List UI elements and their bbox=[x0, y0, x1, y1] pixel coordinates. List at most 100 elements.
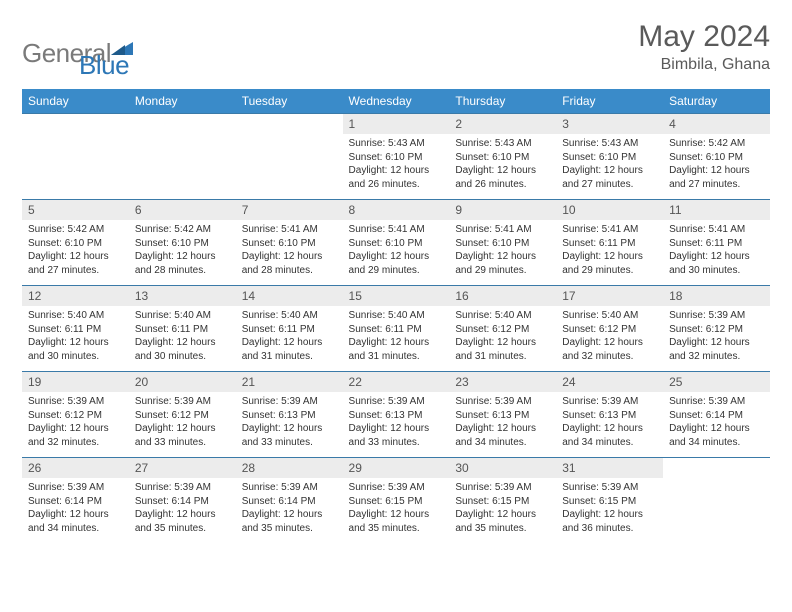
day-number: 31 bbox=[556, 458, 663, 478]
day-details: Sunrise: 5:39 AMSunset: 6:15 PMDaylight:… bbox=[556, 478, 663, 539]
day-details: Sunrise: 5:39 AMSunset: 6:13 PMDaylight:… bbox=[236, 392, 343, 453]
calendar-empty-cell bbox=[129, 114, 236, 200]
day-details: Sunrise: 5:41 AMSunset: 6:11 PMDaylight:… bbox=[556, 220, 663, 281]
calendar-day-cell: 31Sunrise: 5:39 AMSunset: 6:15 PMDayligh… bbox=[556, 458, 663, 544]
day-number: 14 bbox=[236, 286, 343, 306]
weekday-header: Sunday bbox=[22, 89, 129, 114]
day-details: Sunrise: 5:39 AMSunset: 6:15 PMDaylight:… bbox=[343, 478, 450, 539]
day-details: Sunrise: 5:39 AMSunset: 6:15 PMDaylight:… bbox=[449, 478, 556, 539]
calendar-day-cell: 11Sunrise: 5:41 AMSunset: 6:11 PMDayligh… bbox=[663, 200, 770, 286]
day-number: 26 bbox=[22, 458, 129, 478]
day-number: 9 bbox=[449, 200, 556, 220]
day-details: Sunrise: 5:40 AMSunset: 6:11 PMDaylight:… bbox=[236, 306, 343, 367]
calendar-week-row: 12Sunrise: 5:40 AMSunset: 6:11 PMDayligh… bbox=[22, 286, 770, 372]
day-number: 19 bbox=[22, 372, 129, 392]
calendar-week-row: 5Sunrise: 5:42 AMSunset: 6:10 PMDaylight… bbox=[22, 200, 770, 286]
weekday-header: Tuesday bbox=[236, 89, 343, 114]
calendar-day-cell: 26Sunrise: 5:39 AMSunset: 6:14 PMDayligh… bbox=[22, 458, 129, 544]
calendar-day-cell: 22Sunrise: 5:39 AMSunset: 6:13 PMDayligh… bbox=[343, 372, 450, 458]
calendar-week-row: 19Sunrise: 5:39 AMSunset: 6:12 PMDayligh… bbox=[22, 372, 770, 458]
calendar-day-cell: 10Sunrise: 5:41 AMSunset: 6:11 PMDayligh… bbox=[556, 200, 663, 286]
calendar-day-cell: 6Sunrise: 5:42 AMSunset: 6:10 PMDaylight… bbox=[129, 200, 236, 286]
calendar-day-cell: 12Sunrise: 5:40 AMSunset: 6:11 PMDayligh… bbox=[22, 286, 129, 372]
day-details: Sunrise: 5:42 AMSunset: 6:10 PMDaylight:… bbox=[663, 134, 770, 195]
day-number: 21 bbox=[236, 372, 343, 392]
day-details: Sunrise: 5:40 AMSunset: 6:12 PMDaylight:… bbox=[556, 306, 663, 367]
calendar-day-cell: 5Sunrise: 5:42 AMSunset: 6:10 PMDaylight… bbox=[22, 200, 129, 286]
calendar-day-cell: 7Sunrise: 5:41 AMSunset: 6:10 PMDaylight… bbox=[236, 200, 343, 286]
day-details: Sunrise: 5:42 AMSunset: 6:10 PMDaylight:… bbox=[22, 220, 129, 281]
day-details: Sunrise: 5:41 AMSunset: 6:10 PMDaylight:… bbox=[343, 220, 450, 281]
day-details: Sunrise: 5:39 AMSunset: 6:13 PMDaylight:… bbox=[556, 392, 663, 453]
calendar-table: SundayMondayTuesdayWednesdayThursdayFrid… bbox=[22, 89, 770, 544]
day-details: Sunrise: 5:39 AMSunset: 6:13 PMDaylight:… bbox=[343, 392, 450, 453]
calendar-empty-cell bbox=[22, 114, 129, 200]
calendar-day-cell: 16Sunrise: 5:40 AMSunset: 6:12 PMDayligh… bbox=[449, 286, 556, 372]
day-number: 27 bbox=[129, 458, 236, 478]
calendar-day-cell: 25Sunrise: 5:39 AMSunset: 6:14 PMDayligh… bbox=[663, 372, 770, 458]
day-number: 10 bbox=[556, 200, 663, 220]
day-number: 20 bbox=[129, 372, 236, 392]
calendar-day-cell: 23Sunrise: 5:39 AMSunset: 6:13 PMDayligh… bbox=[449, 372, 556, 458]
header: General Blue May 2024 Bimbila, Ghana bbox=[22, 20, 770, 81]
day-number: 2 bbox=[449, 114, 556, 134]
calendar-day-cell: 9Sunrise: 5:41 AMSunset: 6:10 PMDaylight… bbox=[449, 200, 556, 286]
calendar-day-cell: 28Sunrise: 5:39 AMSunset: 6:14 PMDayligh… bbox=[236, 458, 343, 544]
day-details: Sunrise: 5:39 AMSunset: 6:12 PMDaylight:… bbox=[129, 392, 236, 453]
calendar-day-cell: 4Sunrise: 5:42 AMSunset: 6:10 PMDaylight… bbox=[663, 114, 770, 200]
calendar-day-cell: 14Sunrise: 5:40 AMSunset: 6:11 PMDayligh… bbox=[236, 286, 343, 372]
month-title: May 2024 bbox=[638, 20, 770, 54]
weekday-header: Monday bbox=[129, 89, 236, 114]
calendar-day-cell: 24Sunrise: 5:39 AMSunset: 6:13 PMDayligh… bbox=[556, 372, 663, 458]
day-number: 24 bbox=[556, 372, 663, 392]
calendar-day-cell: 21Sunrise: 5:39 AMSunset: 6:13 PMDayligh… bbox=[236, 372, 343, 458]
logo: General Blue bbox=[22, 20, 129, 81]
calendar-empty-cell bbox=[236, 114, 343, 200]
day-number: 17 bbox=[556, 286, 663, 306]
calendar-empty-cell bbox=[663, 458, 770, 544]
day-details: Sunrise: 5:39 AMSunset: 6:12 PMDaylight:… bbox=[663, 306, 770, 367]
calendar-day-cell: 20Sunrise: 5:39 AMSunset: 6:12 PMDayligh… bbox=[129, 372, 236, 458]
calendar-day-cell: 8Sunrise: 5:41 AMSunset: 6:10 PMDaylight… bbox=[343, 200, 450, 286]
day-details: Sunrise: 5:39 AMSunset: 6:14 PMDaylight:… bbox=[22, 478, 129, 539]
weekday-header: Friday bbox=[556, 89, 663, 114]
day-details: Sunrise: 5:39 AMSunset: 6:13 PMDaylight:… bbox=[449, 392, 556, 453]
day-number: 6 bbox=[129, 200, 236, 220]
day-details: Sunrise: 5:39 AMSunset: 6:12 PMDaylight:… bbox=[22, 392, 129, 453]
weekday-header-row: SundayMondayTuesdayWednesdayThursdayFrid… bbox=[22, 89, 770, 114]
day-number: 23 bbox=[449, 372, 556, 392]
day-details: Sunrise: 5:41 AMSunset: 6:11 PMDaylight:… bbox=[663, 220, 770, 281]
calendar-day-cell: 2Sunrise: 5:43 AMSunset: 6:10 PMDaylight… bbox=[449, 114, 556, 200]
calendar-day-cell: 30Sunrise: 5:39 AMSunset: 6:15 PMDayligh… bbox=[449, 458, 556, 544]
calendar-day-cell: 1Sunrise: 5:43 AMSunset: 6:10 PMDaylight… bbox=[343, 114, 450, 200]
logo-text-blue: Blue bbox=[79, 50, 129, 81]
day-details: Sunrise: 5:41 AMSunset: 6:10 PMDaylight:… bbox=[449, 220, 556, 281]
day-number: 13 bbox=[129, 286, 236, 306]
day-details: Sunrise: 5:41 AMSunset: 6:10 PMDaylight:… bbox=[236, 220, 343, 281]
day-details: Sunrise: 5:40 AMSunset: 6:11 PMDaylight:… bbox=[129, 306, 236, 367]
day-number: 8 bbox=[343, 200, 450, 220]
day-number: 15 bbox=[343, 286, 450, 306]
calendar-day-cell: 27Sunrise: 5:39 AMSunset: 6:14 PMDayligh… bbox=[129, 458, 236, 544]
day-details: Sunrise: 5:42 AMSunset: 6:10 PMDaylight:… bbox=[129, 220, 236, 281]
day-details: Sunrise: 5:39 AMSunset: 6:14 PMDaylight:… bbox=[236, 478, 343, 539]
day-details: Sunrise: 5:43 AMSunset: 6:10 PMDaylight:… bbox=[556, 134, 663, 195]
day-number: 12 bbox=[22, 286, 129, 306]
calendar-day-cell: 18Sunrise: 5:39 AMSunset: 6:12 PMDayligh… bbox=[663, 286, 770, 372]
day-number: 18 bbox=[663, 286, 770, 306]
calendar-day-cell: 3Sunrise: 5:43 AMSunset: 6:10 PMDaylight… bbox=[556, 114, 663, 200]
day-number: 5 bbox=[22, 200, 129, 220]
day-number: 22 bbox=[343, 372, 450, 392]
day-number: 28 bbox=[236, 458, 343, 478]
calendar-week-row: 26Sunrise: 5:39 AMSunset: 6:14 PMDayligh… bbox=[22, 458, 770, 544]
calendar-day-cell: 29Sunrise: 5:39 AMSunset: 6:15 PMDayligh… bbox=[343, 458, 450, 544]
calendar-day-cell: 15Sunrise: 5:40 AMSunset: 6:11 PMDayligh… bbox=[343, 286, 450, 372]
calendar-day-cell: 17Sunrise: 5:40 AMSunset: 6:12 PMDayligh… bbox=[556, 286, 663, 372]
calendar-day-cell: 19Sunrise: 5:39 AMSunset: 6:12 PMDayligh… bbox=[22, 372, 129, 458]
day-number: 1 bbox=[343, 114, 450, 134]
day-number: 11 bbox=[663, 200, 770, 220]
weekday-header: Saturday bbox=[663, 89, 770, 114]
day-number: 3 bbox=[556, 114, 663, 134]
day-number: 30 bbox=[449, 458, 556, 478]
day-details: Sunrise: 5:40 AMSunset: 6:11 PMDaylight:… bbox=[343, 306, 450, 367]
